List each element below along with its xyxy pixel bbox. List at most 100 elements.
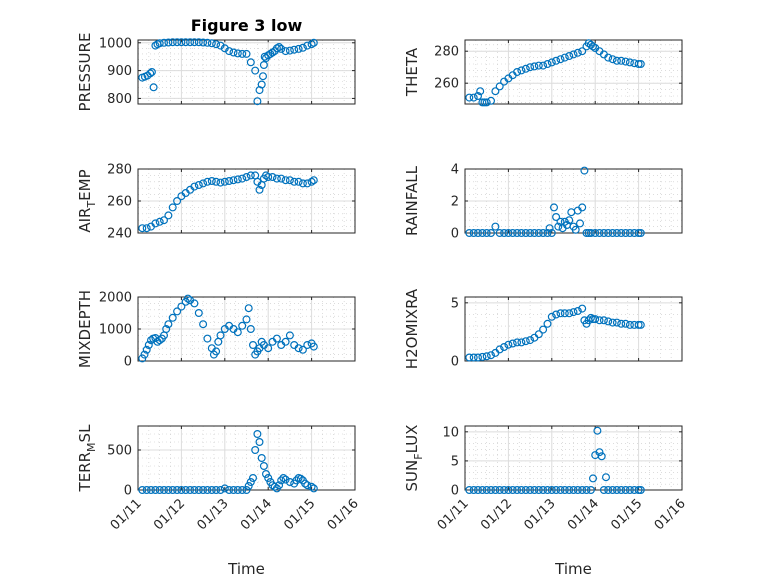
data-point [155, 486, 164, 495]
data-point [500, 229, 509, 238]
data-point [285, 46, 294, 55]
data-point [621, 319, 630, 328]
data-point [530, 229, 539, 238]
data-point [151, 486, 160, 495]
data-point [465, 353, 474, 362]
data-point [186, 38, 195, 47]
data-point [298, 43, 307, 52]
data-point [151, 219, 160, 228]
data-point [588, 474, 597, 483]
data-point [301, 479, 310, 488]
data-point [595, 229, 604, 238]
data-point [242, 49, 251, 58]
data-point [565, 309, 574, 318]
data-point [164, 38, 173, 47]
data-point [569, 308, 578, 317]
y-tick-label: 0 [124, 484, 132, 499]
data-point [617, 56, 626, 65]
data-point [207, 486, 216, 495]
data-point [285, 331, 294, 340]
data-point [268, 173, 277, 182]
data-point [238, 321, 247, 330]
data-point [212, 177, 221, 186]
data-point [203, 38, 212, 47]
y-axis-label: H2OMIXRA [403, 288, 421, 369]
x-tick-label: 01/16 [325, 496, 362, 533]
axes-border [137, 168, 356, 234]
data-point [257, 80, 266, 89]
data-point [591, 229, 600, 238]
data-point [573, 486, 582, 495]
data-point [573, 48, 582, 57]
data-point [162, 325, 171, 334]
axes-theta: 260 280 THETA [403, 39, 683, 107]
data-point [199, 179, 208, 188]
data-point [203, 177, 212, 186]
data-point [552, 213, 561, 222]
data-point [612, 486, 621, 495]
data-point [621, 486, 630, 495]
data-point [259, 462, 268, 471]
y-tick-label: 0 [451, 227, 459, 242]
data-point [569, 486, 578, 495]
data-point [296, 474, 305, 483]
data-point [469, 486, 478, 495]
data-point [508, 229, 517, 238]
data-point [290, 45, 299, 54]
data-point [168, 486, 177, 495]
data-point [194, 486, 203, 495]
data-point [177, 302, 186, 311]
data-point [309, 176, 318, 185]
data-point [229, 486, 238, 495]
data-point [238, 49, 247, 58]
data-point [190, 486, 199, 495]
data-point [146, 69, 155, 78]
data-point [173, 197, 182, 206]
data-point [474, 91, 483, 100]
x-tick-label: 01/14 [238, 496, 275, 533]
data-point [277, 44, 286, 53]
data-point [621, 57, 630, 66]
data-point [625, 486, 634, 495]
data-point [539, 61, 548, 70]
data-point [599, 316, 608, 325]
data-point [571, 225, 580, 234]
data-point [173, 486, 182, 495]
data-point [246, 171, 255, 180]
data-point [160, 38, 169, 47]
y-tick-label: 500 [107, 444, 132, 459]
data-point [270, 482, 279, 491]
data-point [181, 38, 190, 47]
data-point [526, 336, 535, 345]
data-point [186, 486, 195, 495]
data-point [495, 486, 504, 495]
data-point [262, 470, 271, 479]
data-point [487, 486, 496, 495]
y-tick-label: 260 [107, 195, 132, 210]
data-point [251, 66, 260, 75]
data-point [547, 486, 556, 495]
data-point [199, 486, 208, 495]
data-point [560, 309, 569, 318]
data-point [160, 216, 169, 225]
data-point [552, 310, 561, 319]
data-point [216, 178, 225, 187]
data-point [591, 315, 600, 324]
data-point [465, 229, 474, 238]
chart-title: Figure 3 low [191, 16, 303, 35]
data-point [625, 320, 634, 329]
data-point [478, 229, 487, 238]
data-point [155, 336, 164, 345]
data-point [476, 87, 485, 96]
data-point [552, 56, 561, 65]
data-point [636, 59, 645, 68]
data-point [495, 345, 504, 354]
data-point [556, 309, 565, 318]
y-tick-label: 0 [451, 355, 459, 370]
data-point [599, 229, 608, 238]
data-point [513, 338, 522, 347]
x-tick-label: 01/14 [565, 496, 602, 533]
data-point [264, 344, 273, 353]
data-point [194, 38, 203, 47]
